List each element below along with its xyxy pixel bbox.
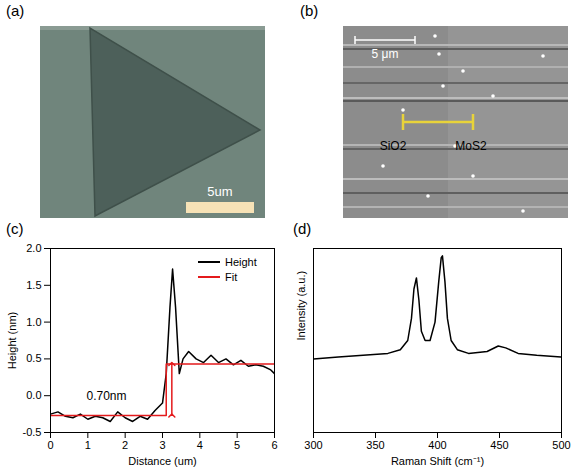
svg-text:0.70nm: 0.70nm [86, 389, 126, 403]
svg-text:1: 1 [85, 439, 91, 451]
svg-text:3: 3 [159, 439, 165, 451]
html-text:Fit: Fit [225, 270, 238, 283]
svg-text:0.0: 0.0 [26, 389, 41, 401]
svg-text:-0.5: -0.5 [23, 426, 42, 438]
svg-text:6: 6 [271, 439, 277, 451]
svg-text:1.0: 1.0 [26, 316, 41, 328]
svg-text:300: 300 [304, 439, 322, 451]
svg-text:1.5: 1.5 [26, 279, 41, 291]
svg-text:2.0: 2.0 [26, 242, 41, 254]
svg-text:4: 4 [197, 439, 203, 451]
svg-text:Distance (um): Distance (um) [128, 455, 196, 467]
svg-text:Height (nm): Height (nm) [6, 312, 18, 369]
html-text:(b): (b) [300, 2, 319, 19]
html-text:(c): (c) [6, 220, 24, 237]
svg-text:500: 500 [552, 439, 570, 451]
svg-text:SiO2: SiO2 [380, 139, 407, 153]
svg-text:0.5: 0.5 [26, 352, 41, 364]
svg-text:5 μm: 5 μm [372, 47, 399, 61]
svg-text:400: 400 [428, 439, 446, 451]
html-text:(d): (d) [293, 220, 312, 237]
svg-text:5um: 5um [207, 184, 232, 199]
svg-text:5: 5 [234, 439, 240, 451]
svg-text:Intensity (a.u.): Intensity (a.u.) [295, 271, 307, 341]
svg-text:Raman Shift (cm⁻¹): Raman Shift (cm⁻¹) [391, 455, 484, 467]
svg-text:350: 350 [366, 439, 384, 451]
svg-text:450: 450 [490, 439, 508, 451]
html-text:Height: Height [225, 255, 257, 268]
svg-text:MoS2: MoS2 [455, 139, 487, 153]
svg-text:2: 2 [122, 439, 128, 451]
html-text:(a): (a) [6, 2, 25, 19]
svg-text:0: 0 [47, 439, 53, 451]
